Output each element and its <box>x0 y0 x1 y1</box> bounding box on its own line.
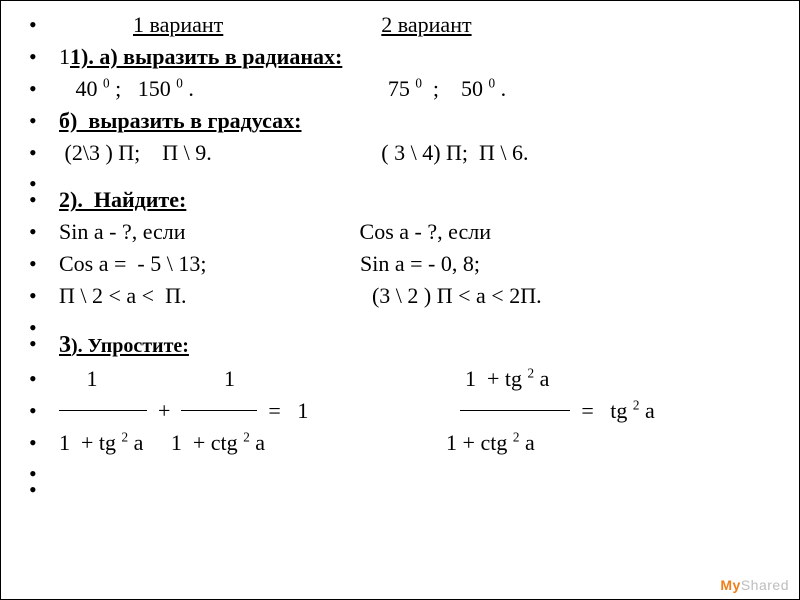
l9-left: П \ 2 < a < П. <box>59 283 186 308</box>
l13-right: 1 + сtg 2 a <box>435 430 535 455</box>
text: 1 <box>59 44 70 69</box>
line-6: 2). Найдите: <box>1 184 779 216</box>
l3-left: 40 0 ; 150 0 . <box>59 76 194 101</box>
spacer-4 <box>1 474 779 490</box>
l11-right: 1 + tg 2 a <box>465 366 549 391</box>
line-7: Sin a - ?, если Cos a - ?, если <box>1 216 779 248</box>
watermark-my: My <box>720 577 740 593</box>
spacer-3 <box>1 458 779 474</box>
l13-left: 1 + tg 2 a 1 + сtg 2 a <box>59 430 265 455</box>
fraction-bar-2 <box>181 410 257 411</box>
spacer-1 <box>1 168 779 184</box>
l8-left: Cos a = - 5 \ 13; <box>59 251 206 276</box>
variant-1-title: 1 вариант <box>133 12 223 37</box>
fraction-bar-1 <box>59 410 147 411</box>
l9-right: (3 \ 2 ) П < a < 2П. <box>366 283 541 308</box>
task-3-header: 3). Упростите: <box>59 332 189 357</box>
l11-left: 1 1 <box>59 366 235 391</box>
task-1a-header: 1). а) выразить в радианах: <box>70 44 342 69</box>
line-13: 1 + tg 2 a 1 + сtg 2 a 1 + сtg 2 a <box>1 427 779 459</box>
line-2: 11). а) выразить в радианах: <box>1 41 779 73</box>
line-9: П \ 2 < a < П. (3 \ 2 ) П < a < 2П. <box>1 280 779 312</box>
line-5: (2\3 ) П; П \ 9. ( 3 \ 4) П; П \ 6. <box>1 137 779 169</box>
line-12: + = 1 = tg 2 a <box>1 395 779 427</box>
line-3: 40 0 ; 150 0 . 75 0 ; 50 0 . <box>1 73 779 105</box>
line-8: Cos a = - 5 \ 13; Sin a = - 0, 8; <box>1 248 779 280</box>
line-11: 1 1 1 + tg 2 a <box>1 363 779 395</box>
l7-right: Cos a - ?, если <box>360 219 491 244</box>
l12-right: = tg 2 a <box>570 398 654 423</box>
watermark-shared: Shared <box>741 577 789 593</box>
line-4: б) выразить в градусах: <box>1 105 779 137</box>
variant-2-title: 2 вариант <box>381 12 471 37</box>
spacer-2 <box>1 312 779 328</box>
l5-left: (2\3 ) П; П \ 9. <box>59 140 212 165</box>
l8-right: Sin a = - 0, 8; <box>354 251 479 276</box>
line-1: 1 вариант 2 вариант <box>1 9 779 41</box>
l5-right: ( 3 \ 4) П; П \ 6. <box>376 140 529 165</box>
task-1b-header: б) выразить в градусах: <box>59 108 302 133</box>
task-2-header: 2). Найдите: <box>59 187 186 212</box>
slide: 1 вариант 2 вариант 11). а) выразить в ра… <box>0 0 800 600</box>
bullet-list: 1 вариант 2 вариант 11). а) выразить в ра… <box>1 9 779 490</box>
line-10: 3). Упростите: <box>1 328 779 363</box>
watermark: MyShared <box>720 577 789 593</box>
l3-right: 75 0 ; 50 0 . <box>388 76 506 101</box>
l7-left: Sin a - ?, если <box>59 219 186 244</box>
fraction-bar-3 <box>460 410 570 411</box>
